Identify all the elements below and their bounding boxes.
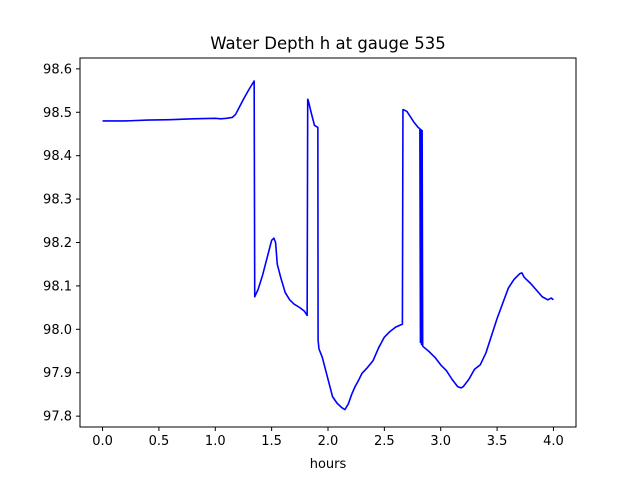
- y-tick-label: 98.1: [43, 279, 72, 294]
- x-tick-label: 1.0: [205, 434, 226, 449]
- y-tick-label: 98.0: [43, 323, 72, 338]
- y-tick-label: 98.4: [43, 149, 72, 164]
- x-axis-label: hours: [310, 457, 347, 472]
- x-tick-label: 2.0: [318, 434, 339, 449]
- plot-area: [102, 80, 554, 411]
- x-tick-label: 0.5: [149, 434, 170, 449]
- x-tick-label: 3.0: [430, 434, 451, 449]
- x-tick-label: 1.5: [261, 434, 282, 449]
- chart-title: Water Depth h at gauge 535: [210, 34, 445, 53]
- y-tick-label: 98.5: [43, 106, 72, 121]
- y-tick-label: 98.3: [43, 193, 72, 208]
- y-tick-label: 97.8: [43, 410, 72, 425]
- y-tick-label: 97.9: [43, 366, 72, 381]
- y-tick-label: 98.2: [43, 236, 72, 251]
- y-axis: 97.8 97.9 98.0 98.1 98.2 98.3 98.4 98.5 98.6: [43, 62, 80, 425]
- y-tick-label: 98.6: [43, 62, 72, 77]
- x-axis: 0.0 0.5 1.0 1.5 2.0 2.5 3.0 3.5 4.0: [92, 427, 564, 449]
- x-tick-label: 2.5: [374, 434, 395, 449]
- series-line-0: [102, 80, 554, 411]
- x-tick-label: 4.0: [543, 434, 564, 449]
- x-tick-label: 0.0: [92, 434, 113, 449]
- x-tick-label: 3.5: [487, 434, 508, 449]
